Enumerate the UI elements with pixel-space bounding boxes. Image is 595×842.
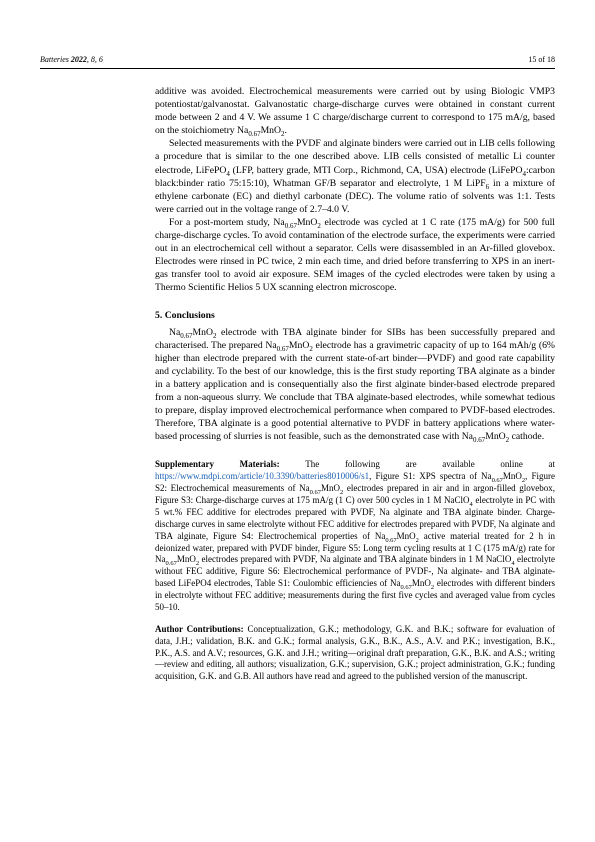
sub: 0.67: [285, 222, 297, 230]
tail: .: [285, 125, 287, 136]
paragraph-1: additive was avoided. Electrochemical me…: [155, 85, 555, 137]
journal-name: Batteries: [40, 55, 71, 64]
c1e: electrode has a gravimetric capacity of …: [155, 340, 555, 443]
supp-heading: Supplementary Materials:: [155, 459, 305, 469]
p3a: For a post-mortem study, Na: [169, 217, 285, 228]
journal-year: 2022: [71, 55, 87, 64]
supp-e: MnO: [321, 483, 340, 493]
p1-text: additive was avoided. Electrochemical me…: [155, 86, 555, 136]
supp-h: MnO: [397, 531, 416, 541]
p1-end: MnO: [261, 125, 281, 136]
c1d: MnO: [289, 340, 309, 351]
page-number: 15 of 18: [528, 55, 555, 66]
paragraph-2: Selected measurements with the PVDF and …: [155, 137, 555, 216]
paragraph-3: For a post-mortem study, Na0.67MnO2 elec…: [155, 216, 555, 295]
sub: 0.67: [277, 345, 289, 353]
c1a: Na: [169, 327, 180, 338]
auth-heading: Author Contributions:: [155, 624, 247, 634]
sub: 0.67: [473, 436, 485, 444]
journal-issue: , 8, 6: [87, 55, 103, 64]
supp-m: MnO: [412, 578, 431, 588]
header-left: Batteries 2022, 8, 6: [40, 55, 103, 66]
p3b: MnO: [297, 217, 317, 228]
page-header: Batteries 2022, 8, 6 15 of 18: [40, 55, 555, 69]
supp-link[interactable]: https://www.mdpi.com/article/10.3390/bat…: [155, 471, 369, 481]
p2b: (LFP, battery grade, MTI Corp., Richmond…: [230, 165, 523, 176]
page: Batteries 2022, 8, 6 15 of 18 additive w…: [0, 0, 595, 842]
c1f: MnO: [485, 431, 505, 442]
conclusions-heading: 5. Conclusions: [155, 309, 555, 322]
supp-k: electrodes prepared with PVDF, Na algina…: [199, 554, 511, 564]
supplementary-section: Supplementary Materials: The following a…: [155, 459, 555, 613]
conclusions-paragraph: Na0.67MnO2 electrode with TBA alginate b…: [155, 326, 555, 444]
c1b: MnO: [193, 327, 213, 338]
c1g: cathode.: [509, 431, 544, 442]
sub: 0.67: [180, 332, 192, 340]
main-content: additive was avoided. Electrochemical me…: [155, 85, 555, 683]
author-contributions-section: Author Contributions: Conceptualization,…: [155, 624, 555, 683]
p3c: electrode was cycled at 1 C rate (175 mA…: [155, 217, 555, 293]
supp-c: MnO: [503, 471, 522, 481]
supp-a: The following are available online at: [305, 459, 555, 469]
supp-b: , Figure S1: XPS spectra of Na: [369, 471, 491, 481]
supp-j: MnO: [177, 554, 196, 564]
